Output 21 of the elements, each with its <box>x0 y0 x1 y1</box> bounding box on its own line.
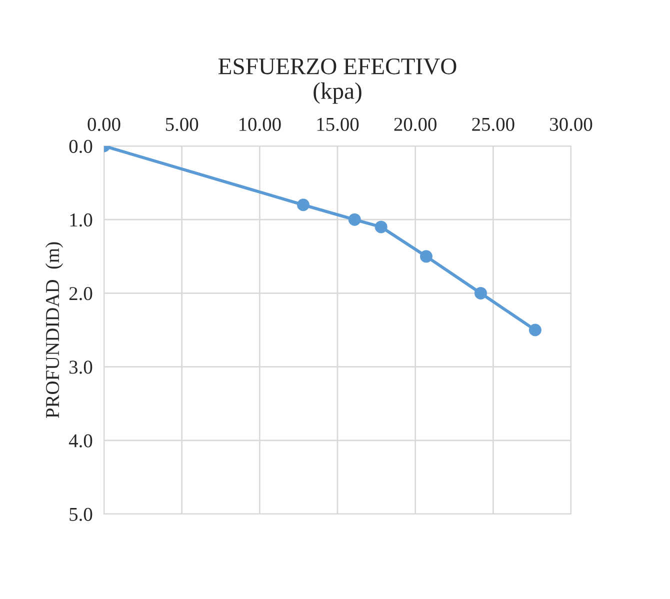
point <box>374 220 388 234</box>
y-axis-title: PROFUNDIDAD (m) <box>45 242 64 418</box>
x-tick-label: 15.00 <box>317 118 359 132</box>
point <box>420 250 432 263</box>
x-tick-label: 0.00 <box>88 118 120 132</box>
x-tick-label: 5.00 <box>166 118 198 132</box>
x-tick-label: 20.00 <box>394 118 436 132</box>
y-tick-label: 5.0 <box>70 508 92 522</box>
y-tick-label: 4.0 <box>68 434 92 448</box>
y-tick-label: 2.0 <box>69 287 92 300</box>
y-tick-label: 1.0 <box>70 213 92 227</box>
point <box>297 198 310 212</box>
x-tick-label: 10.00 <box>240 118 281 132</box>
chart-title: ESFUERZO EFECTIVO (kpa) <box>218 58 456 104</box>
y-tick-label: 0.0 <box>69 140 92 154</box>
point <box>474 286 487 300</box>
point <box>348 213 361 226</box>
point <box>528 324 542 336</box>
y-tick-label: 3.0 <box>70 360 92 374</box>
x-tick-label: 25.00 <box>472 118 514 132</box>
x-tick-label: 30.00 <box>550 118 592 132</box>
